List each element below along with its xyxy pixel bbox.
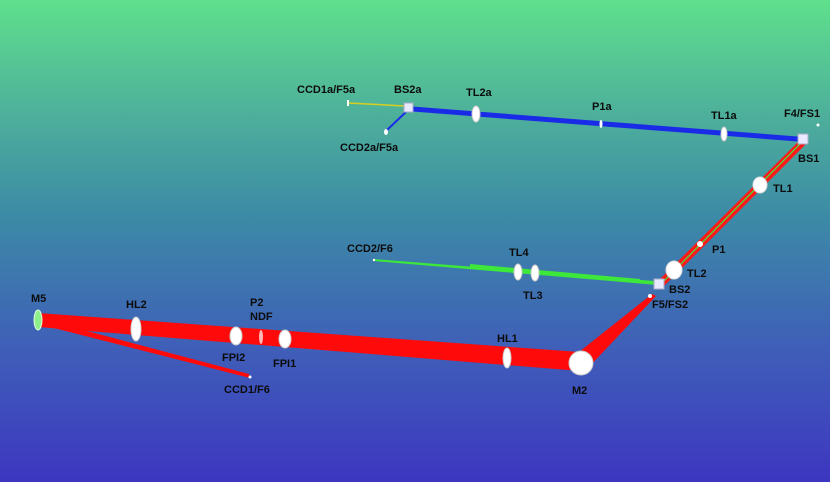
label-hl2: HL2	[126, 299, 147, 311]
label-m5: M5	[31, 293, 47, 305]
detector-ccd2	[372, 258, 376, 262]
lens-hl1	[502, 347, 512, 369]
label-p1: P1	[712, 244, 726, 256]
lens-tl1a	[720, 126, 728, 142]
detector-ccd1a	[347, 100, 349, 106]
green-beam-bs1-to-bs2	[656, 142, 802, 289]
beamsplitter-bs1	[797, 133, 809, 145]
mirror-m2	[568, 350, 594, 376]
label-tl4: TL4	[509, 247, 529, 259]
polarizer-p1a	[599, 120, 603, 128]
lens-tl2a	[471, 105, 481, 123]
label-fpi1: FPI1	[273, 358, 297, 370]
lens-hl2	[130, 316, 142, 342]
label-p1a: P1a	[592, 101, 612, 113]
filter-fpi2	[229, 326, 243, 346]
label-ccd2a-f5a: CCD2a/F5a	[340, 142, 399, 154]
label-bs2a: BS2a	[394, 84, 422, 96]
beamsplitter-bs2a	[403, 102, 414, 113]
blue-beam-bs2a-to-ccd2a	[385, 109, 409, 132]
red-beam-m5-to-ccd1	[38, 318, 250, 378]
label-tl1: TL1	[773, 183, 793, 195]
lens-tl1	[752, 176, 768, 194]
lens-tl3	[530, 264, 540, 282]
label-ccd2-f6: CCD2/F6	[347, 243, 393, 255]
lens-tl4	[513, 263, 523, 281]
red-beam-bs2-to-m2	[574, 294, 656, 368]
label-tl3: TL3	[523, 290, 543, 302]
filter-p2	[259, 330, 263, 344]
polarizer-p1	[697, 241, 703, 247]
label-tl2: TL2	[687, 268, 707, 280]
beamsplitter-bs2	[653, 278, 665, 290]
blue-beam-bs1-to-bs2a	[406, 106, 804, 142]
label-f5-fs2: F5/FS2	[652, 299, 689, 311]
label-f4-fs1: F4/FS1	[784, 108, 821, 120]
label-ccd1a-f5a: CCD1a/F5a	[297, 84, 356, 96]
label-tl2a: TL2a	[466, 87, 492, 99]
lens-tl2	[665, 260, 683, 280]
detector-ccd1	[248, 375, 252, 379]
label-m2: M2	[572, 385, 588, 397]
label-tl1a: TL1a	[711, 110, 737, 122]
filter-fpi1	[278, 329, 292, 349]
label-ndf: NDF	[250, 311, 273, 323]
label-bs2: BS2	[669, 284, 691, 296]
label-ccd1-f6: CCD1/F6	[224, 384, 270, 396]
detector-ccd2a	[384, 129, 388, 135]
green-beam-thick-section	[470, 264, 640, 283]
label-bs1: BS1	[798, 153, 820, 165]
field-stop-f4-fs1	[816, 123, 820, 127]
red-beam-m2-to-m5	[38, 313, 580, 371]
mirror-m5	[33, 309, 43, 331]
label-hl1: HL1	[497, 333, 518, 345]
label-fpi2: FPI2	[222, 352, 246, 364]
label-p2: P2	[250, 297, 264, 309]
yellow-beam-bs2a-to-ccd1a	[347, 102, 406, 107]
field-stop-f5-fs2	[648, 294, 652, 298]
